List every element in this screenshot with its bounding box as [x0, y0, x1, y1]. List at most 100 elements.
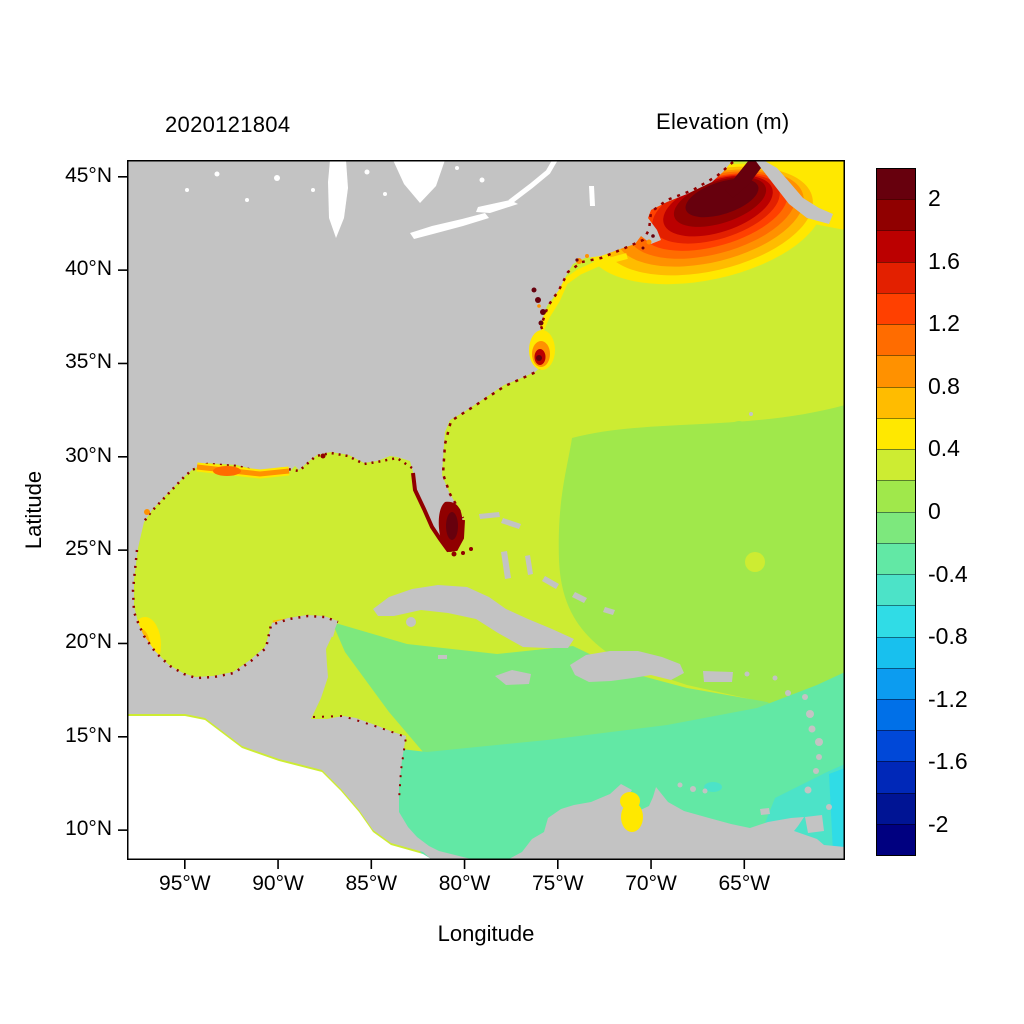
st-lawrence-river [508, 158, 558, 204]
x-axis-label: Longitude [437, 921, 535, 946]
hotspot-gulf-of-maine [587, 160, 823, 285]
colorbar-segment [877, 292, 915, 325]
y-tick-label: 35°N [65, 350, 112, 374]
lake-ontario [476, 200, 518, 213]
se-cyan-strip [829, 768, 845, 852]
lesser-antilles [744, 671, 832, 810]
island-cozumel [328, 628, 335, 637]
south-florida-flood-core [446, 512, 458, 540]
lakes [185, 158, 595, 239]
colorbar-segment [877, 417, 915, 450]
island-cuba [373, 585, 574, 648]
colorbar-segment [877, 169, 915, 200]
island-trinidad [805, 815, 824, 833]
mobile-bay-speck [320, 453, 326, 459]
colorbar-tick-label: -0.4 [928, 560, 968, 587]
x-tick-label: 85°W [345, 872, 398, 895]
plot-date-title: 2020121804 [165, 112, 291, 137]
colorbar-segment [877, 511, 915, 543]
colorbar-tick-label: -0.8 [928, 623, 968, 650]
y-tick-label: 45°N [65, 163, 112, 187]
islands [328, 412, 832, 833]
x-tick-label: 95°W [159, 872, 211, 895]
colorbar-segment [877, 386, 915, 418]
island-cayman [438, 655, 447, 659]
colorbar-segment [877, 730, 915, 762]
colorbar-segment [877, 324, 915, 356]
colorbar-segment [877, 199, 915, 231]
colorbar-segment [877, 636, 915, 668]
land-masses [127, 160, 845, 860]
island-puerto-rico [703, 671, 733, 682]
colorbar [876, 168, 916, 856]
map-plot [118, 158, 845, 869]
gulf-coast-flood-speckles [141, 451, 413, 524]
ocean-eddy-spot [745, 552, 765, 572]
colorbar-tick-label: -2 [928, 810, 949, 837]
ocean-band-0-02 [558, 405, 845, 712]
island-bermuda [749, 412, 753, 416]
colorbar-segment [877, 355, 915, 387]
bay-of-fundy-streak [725, 160, 767, 198]
colorbar-tick-label: 0 [928, 498, 941, 524]
cape-cod-speck [646, 239, 652, 245]
colorbar-segment [877, 698, 915, 731]
x-tick-label: 65°W [718, 872, 771, 895]
land-south-america [507, 784, 845, 860]
colorbar-segment [877, 542, 915, 575]
colorbar-segment [877, 667, 915, 699]
island-margarita [760, 808, 770, 815]
lake-erie [410, 213, 489, 239]
colorbar-tick-label: 2 [928, 185, 941, 212]
south-caribbean-band [323, 672, 845, 860]
island-hispaniola [570, 651, 684, 682]
lake-huron [393, 160, 445, 203]
colorbar-segment [877, 480, 915, 512]
texas-orange-speck [144, 509, 150, 515]
colorbar-segment [877, 449, 915, 481]
y-tick-label: 30°N [65, 443, 112, 467]
y-tick-label: 20°N [65, 630, 112, 654]
colorbar-tick-label: 1.2 [928, 310, 960, 337]
pacific-outside-domain [127, 716, 433, 860]
pamlico-core [536, 355, 542, 361]
ocean-eddy-spot [728, 421, 750, 443]
coastal-flood-marks [131, 161, 734, 801]
colorbar-segment [877, 574, 915, 606]
colorbar-tick-label: -1.6 [928, 748, 968, 775]
land-north-america [127, 160, 733, 860]
colorbar-segment [877, 230, 915, 262]
island-aruba [677, 782, 683, 788]
y-tick-label: 10°N [65, 817, 112, 841]
colorbar-tick-label: 0.8 [928, 372, 960, 399]
land-nova-scotia [755, 160, 833, 224]
chesapeake-specks [537, 304, 541, 308]
island-jamaica [495, 670, 531, 685]
colorbar-segment [877, 792, 915, 824]
x-tick-label: 90°W [252, 872, 304, 895]
lake-champlain [589, 186, 595, 206]
colorbar-tick-label: 1.6 [928, 247, 960, 274]
colorbar-segment [877, 605, 915, 637]
colorbar-tick-label: -1.2 [928, 685, 968, 712]
colorbar-segment [877, 761, 915, 793]
x-tick-label: 70°W [625, 872, 677, 895]
central-america-flood-speckles [312, 714, 408, 801]
x-tick-label: 80°W [438, 872, 491, 895]
mexico-coast-flood-speckles [131, 549, 339, 680]
y-tick-label: 15°N [65, 723, 112, 747]
lake-maracaibo-anomaly [620, 792, 643, 832]
island-isla-juventud [406, 617, 416, 627]
y-tick-label: 40°N [65, 257, 112, 281]
florida-west-coast-flood [411, 472, 465, 553]
colorbar-segment [877, 823, 915, 856]
island-curacao [690, 786, 696, 792]
island-bonaire [702, 788, 708, 794]
x-tick-label: 75°W [532, 872, 584, 895]
colorbar-title: Elevation (m) [656, 109, 790, 134]
colorbar-segment [877, 261, 915, 293]
bahamas [479, 512, 615, 615]
turquoise-spot [704, 782, 722, 792]
colorbar-tick-label: 0.4 [928, 435, 960, 462]
